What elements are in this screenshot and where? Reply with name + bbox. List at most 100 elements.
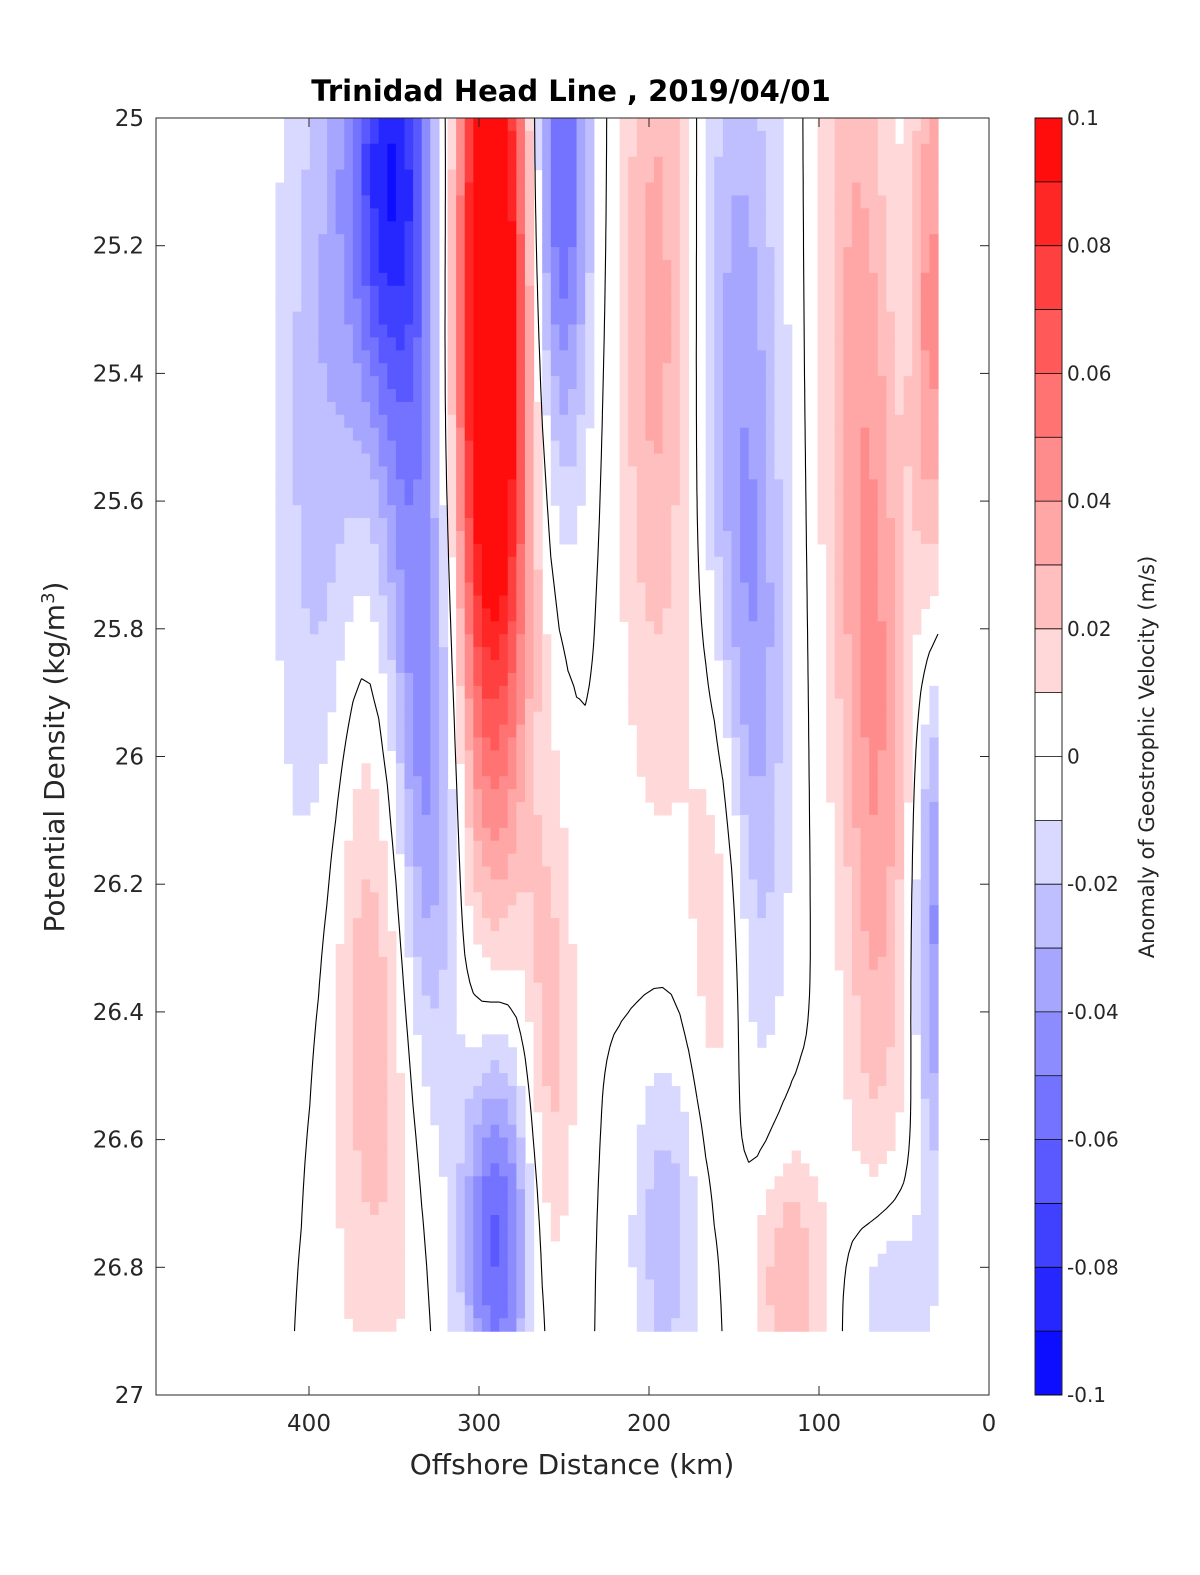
field-cell xyxy=(430,1060,440,1074)
field-cell xyxy=(309,247,320,261)
field-cell xyxy=(757,1227,767,1242)
field-cell xyxy=(757,879,767,893)
field-cell xyxy=(628,1215,638,1229)
field-cell xyxy=(456,376,466,390)
field-cell xyxy=(877,595,887,610)
field-cell xyxy=(886,1073,896,1087)
field-cell xyxy=(387,698,397,713)
field-cell xyxy=(507,337,517,351)
field-cell xyxy=(499,530,509,545)
field-cell xyxy=(327,324,337,338)
field-cell xyxy=(473,298,483,313)
field-cell xyxy=(740,672,750,687)
field-cell xyxy=(929,1279,939,1294)
field-cell xyxy=(662,505,672,519)
field-cell xyxy=(783,363,793,377)
field-cell xyxy=(903,363,913,377)
field-cell xyxy=(834,440,844,455)
field-cell xyxy=(430,118,440,132)
field-cell xyxy=(826,376,836,390)
field-cell xyxy=(335,118,345,132)
field-cell xyxy=(481,414,492,429)
field-cell xyxy=(834,556,844,571)
field-cell xyxy=(542,350,552,364)
field-cell xyxy=(507,621,517,635)
field-cell xyxy=(765,156,776,171)
field-cell xyxy=(507,505,517,519)
field-cell xyxy=(774,866,784,881)
field-cell xyxy=(378,556,388,571)
field-cell xyxy=(499,711,509,726)
field-cell xyxy=(576,311,586,326)
field-cell xyxy=(533,143,543,158)
field-cell xyxy=(903,556,913,571)
field-cell xyxy=(886,221,896,235)
field-cell xyxy=(920,311,930,326)
field-cell xyxy=(619,492,629,506)
field-cell xyxy=(524,918,535,932)
field-cell xyxy=(731,195,741,209)
field-cell xyxy=(378,1253,388,1268)
y-tick-label: 27 xyxy=(115,1383,144,1409)
field-cell xyxy=(894,479,905,493)
field-cell xyxy=(740,660,750,674)
field-cell xyxy=(370,1189,380,1203)
field-cell xyxy=(395,1227,406,1242)
field-cell xyxy=(464,1318,474,1332)
field-cell xyxy=(886,350,896,364)
field-cell xyxy=(808,1227,819,1242)
field-cell xyxy=(516,879,526,893)
field-cell xyxy=(894,827,905,842)
field-cell xyxy=(550,324,560,338)
field-cell xyxy=(481,1163,492,1177)
field-cell xyxy=(886,505,896,519)
field-cell xyxy=(499,427,509,442)
field-cell xyxy=(516,259,526,274)
field-cell xyxy=(284,350,294,364)
field-cell xyxy=(507,1305,517,1319)
field-cell xyxy=(284,195,294,209)
field-cell xyxy=(456,1073,466,1087)
field-cell xyxy=(430,208,440,222)
field-cell xyxy=(929,169,939,184)
field-cell xyxy=(309,698,320,713)
field-cell xyxy=(344,595,354,610)
field-cell xyxy=(628,543,638,558)
field-cell xyxy=(894,324,905,338)
field-cell xyxy=(834,660,844,674)
field-cell xyxy=(430,931,440,945)
field-cell xyxy=(516,814,526,829)
field-cell xyxy=(636,660,647,674)
field-cell xyxy=(714,1034,724,1048)
field-cell xyxy=(860,737,870,751)
field-cell xyxy=(516,1202,526,1216)
field-cell xyxy=(438,943,449,958)
field-cell xyxy=(361,1227,371,1242)
field-cell xyxy=(524,311,535,326)
field-cell xyxy=(499,1085,509,1100)
field-cell xyxy=(851,1111,862,1126)
field-cell xyxy=(421,672,431,687)
field-cell xyxy=(567,1060,578,1074)
field-cell xyxy=(464,1047,474,1061)
field-cell xyxy=(920,866,930,881)
field-cell xyxy=(524,324,535,338)
field-cell xyxy=(929,324,939,338)
field-cell xyxy=(783,1202,793,1216)
field-cell xyxy=(757,363,767,377)
field-cell xyxy=(524,931,535,945)
field-cell xyxy=(421,130,431,145)
field-cell xyxy=(395,685,406,700)
field-cell xyxy=(275,505,285,519)
field-cell xyxy=(516,931,526,945)
field-cell xyxy=(628,556,638,571)
field-cell xyxy=(421,982,431,997)
field-cell xyxy=(929,982,939,997)
field-cell xyxy=(929,763,939,777)
field-cell xyxy=(542,1124,552,1139)
field-cell xyxy=(344,1292,354,1306)
field-cell xyxy=(662,802,672,816)
field-cell xyxy=(550,130,560,145)
field-cell xyxy=(645,1111,655,1126)
field-cell xyxy=(894,879,905,893)
